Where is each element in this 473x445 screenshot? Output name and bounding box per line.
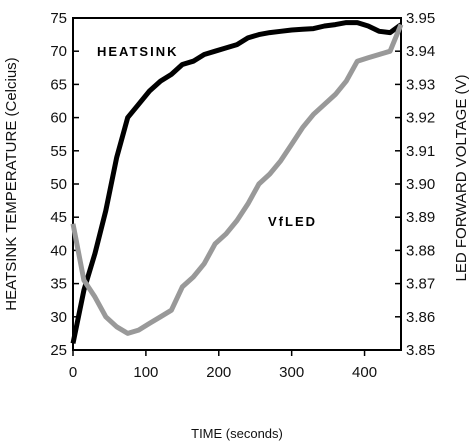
x-axis-title: TIME (seconds) — [191, 426, 283, 441]
left-tick-label: 35 — [50, 276, 67, 293]
left-tick-label: 45 — [50, 209, 67, 226]
left-tick-label: 25 — [50, 342, 67, 359]
right-tick-label: 3.91 — [406, 143, 435, 160]
right-tick-label: 3.94 — [406, 43, 435, 60]
right-tick-label: 3.90 — [406, 176, 435, 193]
series-label-heatsink: HEATSINK — [97, 44, 178, 59]
x-tick-label: 200 — [206, 364, 231, 381]
right-tick-label: 3.87 — [406, 276, 435, 293]
left-tick-label: 55 — [50, 143, 67, 160]
right-tick-label: 3.89 — [406, 209, 435, 226]
left-tick-label: 50 — [50, 176, 67, 193]
x-tick-label: 0 — [69, 364, 77, 381]
left-tick-label: 30 — [50, 309, 67, 326]
right-tick-label: 3.85 — [406, 342, 435, 359]
x-tick-label: 400 — [352, 364, 377, 381]
right-tick-label: 3.88 — [406, 242, 435, 259]
right-tick-label: 3.86 — [406, 309, 435, 326]
left-tick-label: 70 — [50, 43, 67, 60]
series-group — [70, 20, 404, 344]
right-tick-label: 3.95 — [406, 10, 435, 27]
right-tick-label: 3.93 — [406, 76, 435, 93]
left-tick-label: 60 — [50, 110, 67, 127]
series-line-heatsink — [70, 20, 403, 344]
right-axis-title: LED FORWARD VOLTAGE (V) — [453, 75, 470, 282]
tick-group: 0 100 200 300 400 25 30 35 40 45 50 55 60 65 70 75 3.85 3… — [50, 10, 435, 381]
x-tick-label: 300 — [279, 364, 304, 381]
x-tick-label: 100 — [133, 364, 158, 381]
left-tick-label: 40 — [50, 242, 67, 259]
left-tick-label: 65 — [50, 76, 67, 93]
right-tick-label: 3.92 — [406, 110, 435, 127]
left-axis-title: HEATSINK TEMPERATURE (Celcius) — [3, 57, 20, 310]
left-tick-label: 75 — [50, 10, 67, 27]
series-line-vfled — [70, 23, 404, 336]
series-label-vfled: VfLED — [268, 214, 317, 229]
